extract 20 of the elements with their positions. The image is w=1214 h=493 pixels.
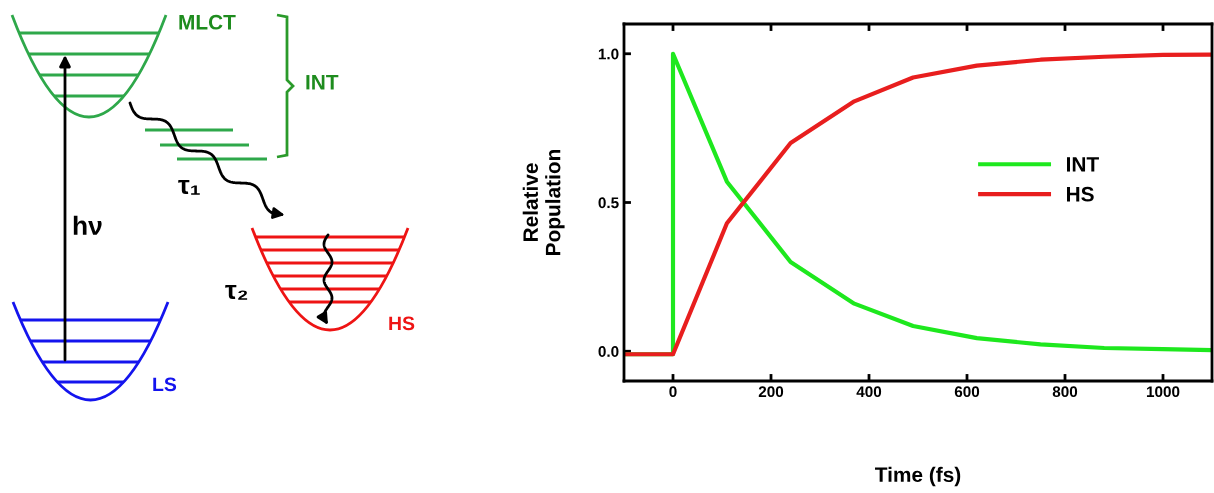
y-tick-label: 1.0 xyxy=(598,48,619,60)
text: LS xyxy=(153,377,177,392)
text: τ₂ xyxy=(225,284,248,300)
x-tick-label: 600 xyxy=(954,386,980,398)
text: MLCT xyxy=(179,14,236,30)
x-tick-label: 400 xyxy=(856,386,882,398)
text: HS xyxy=(389,316,415,331)
y-tick-label: 0.0 xyxy=(598,346,619,357)
x-tick-label: 800 xyxy=(1052,386,1078,398)
x-tick-label: 0 xyxy=(669,386,677,398)
text: INT xyxy=(306,75,339,90)
y-tick-label: 0.5 xyxy=(598,197,619,209)
text: τ₁ xyxy=(178,179,200,195)
x-axis-title: Time (fs) xyxy=(875,466,961,487)
text: hν xyxy=(73,215,102,235)
x-tick-label: 1000 xyxy=(1146,386,1180,398)
legend-label: HS xyxy=(1067,186,1094,202)
x-tick-label: 200 xyxy=(758,386,784,398)
y-axis-title: Relative Population xyxy=(522,149,565,255)
legend-label: INT xyxy=(1067,157,1099,172)
